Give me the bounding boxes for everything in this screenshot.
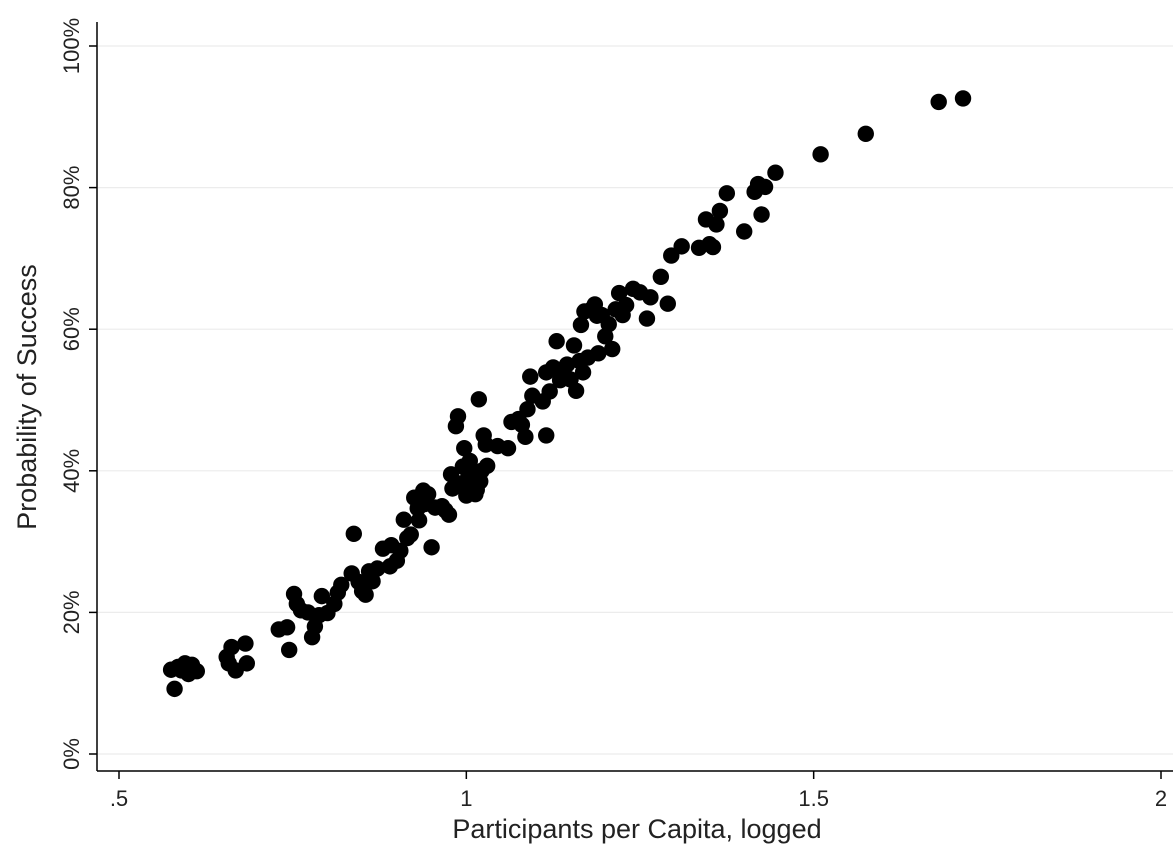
- data-point-0-117: [642, 289, 659, 306]
- data-point-0-137: [930, 93, 947, 111]
- data-point-0-7: [188, 662, 206, 680]
- data-point-0-113: [617, 296, 635, 314]
- data-point-0-95: [565, 337, 583, 354]
- data-point-0-1: [166, 680, 183, 698]
- data-point-0-28: [333, 576, 350, 593]
- data-points: [162, 90, 972, 698]
- data-point-0-15: [278, 619, 296, 636]
- x-axis-title: Participants per Capita, logged: [452, 814, 821, 844]
- y-tick-label-1: 20%: [59, 590, 84, 634]
- data-point-0-108: [600, 316, 617, 333]
- data-point-0-90: [548, 333, 565, 350]
- data-point-0-136: [857, 125, 874, 142]
- data-point-0-134: [767, 164, 784, 181]
- data-point-0-105: [590, 345, 607, 362]
- axes: [96, 22, 1173, 772]
- data-point-0-36: [369, 560, 386, 577]
- data-point-0-133: [756, 178, 774, 196]
- data-point-0-16: [280, 641, 298, 659]
- data-point-0-55: [440, 506, 458, 523]
- data-point-0-83: [522, 368, 539, 385]
- y-tick-label-0: 0%: [59, 738, 84, 770]
- data-point-0-88: [541, 383, 558, 400]
- data-point-0-24: [313, 587, 331, 605]
- data-point-0-132: [753, 206, 770, 223]
- data-point-0-121: [673, 238, 690, 255]
- data-point-0-125: [704, 238, 722, 256]
- y-tick-label-4: 80%: [59, 166, 84, 210]
- data-point-0-44: [402, 526, 419, 543]
- data-point-0-30: [345, 525, 362, 543]
- data-point-0-13: [238, 655, 256, 672]
- data-point-0-82: [519, 401, 536, 418]
- data-point-0-86: [538, 427, 555, 444]
- data-point-0-138: [954, 90, 972, 107]
- data-point-0-118: [652, 268, 670, 286]
- data-point-0-62: [456, 439, 473, 457]
- data-point-0-50: [419, 485, 437, 503]
- data-point-0-128: [718, 185, 736, 202]
- data-point-0-116: [638, 310, 656, 327]
- data-point-0-70: [470, 391, 488, 408]
- data-point-0-96: [567, 382, 585, 399]
- data-point-0-135: [812, 146, 829, 163]
- data-point-0-51: [423, 539, 440, 556]
- data-point-0-12: [237, 635, 254, 652]
- y-axis-title: Probability of Success: [12, 264, 42, 530]
- data-point-0-41: [392, 542, 409, 560]
- data-point-0-129: [736, 223, 753, 240]
- data-point-0-126: [708, 216, 725, 233]
- grid-lines: [98, 45, 1173, 755]
- data-point-0-93: [558, 356, 576, 373]
- x-tick-label-2: 1.5: [798, 786, 829, 811]
- data-point-0-99: [574, 364, 592, 381]
- y-tick-label-2: 40%: [59, 449, 84, 493]
- data-point-0-77: [499, 439, 517, 457]
- data-point-0-109: [604, 340, 621, 358]
- data-point-0-119: [659, 295, 676, 312]
- data-point-0-75: [478, 457, 496, 475]
- data-point-0-81: [517, 428, 534, 446]
- data-point-0-59: [449, 408, 467, 425]
- data-point-0-42: [395, 511, 413, 528]
- tick-marks: 0% 20% 40% 60% 80% 100% .5 1 1.5 2: [59, 18, 1167, 811]
- y-tick-label-5: 100%: [59, 18, 84, 74]
- x-tick-label-1: 1: [460, 786, 472, 811]
- data-point-0-111: [610, 284, 628, 302]
- data-point-0-127: [711, 202, 729, 220]
- data-point-0-10: [223, 638, 240, 656]
- x-tick-label-3: 2: [1155, 786, 1167, 811]
- data-point-0-35: [364, 573, 381, 590]
- data-point-0-47: [410, 512, 428, 529]
- data-point-0-33: [357, 586, 374, 603]
- data-point-0-98: [572, 316, 590, 334]
- y-tick-label-3: 60%: [59, 307, 84, 351]
- x-tick-label-0: .5: [110, 786, 128, 811]
